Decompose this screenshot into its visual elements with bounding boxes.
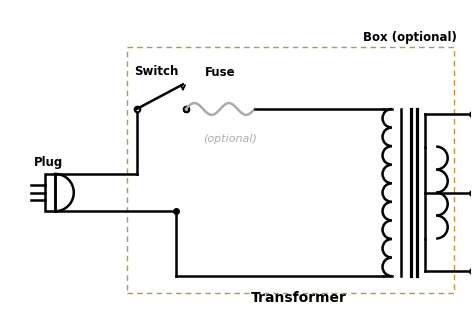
Text: Plug: Plug <box>34 156 63 169</box>
Text: Switch: Switch <box>134 65 179 78</box>
Text: Fuse: Fuse <box>205 67 236 80</box>
Text: Transformer: Transformer <box>251 291 347 305</box>
Bar <box>45 174 55 211</box>
Text: (optional): (optional) <box>203 134 257 144</box>
Text: Box (optional): Box (optional) <box>364 31 457 44</box>
